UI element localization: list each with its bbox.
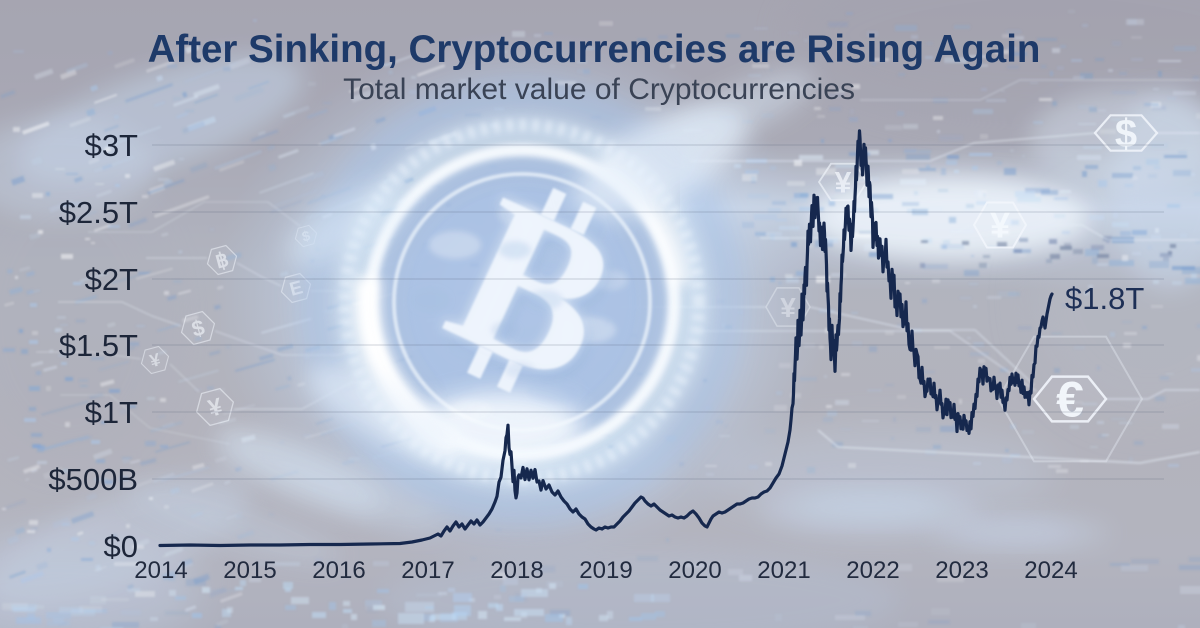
svg-text:$2T: $2T — [85, 262, 138, 297]
svg-text:2024: 2024 — [1024, 557, 1077, 584]
svg-text:$1T: $1T — [85, 395, 138, 430]
svg-text:2019: 2019 — [579, 557, 632, 584]
svg-text:$3T: $3T — [85, 128, 138, 163]
svg-text:$1.8T: $1.8T — [1065, 281, 1144, 316]
svg-text:2020: 2020 — [668, 557, 721, 584]
svg-text:$0: $0 — [104, 529, 138, 564]
svg-text:2014: 2014 — [134, 557, 187, 584]
svg-text:$1.5T: $1.5T — [59, 328, 138, 363]
svg-text:2018: 2018 — [490, 557, 543, 584]
svg-text:2023: 2023 — [935, 557, 988, 584]
svg-text:$2.5T: $2.5T — [59, 195, 138, 230]
svg-text:$500B: $500B — [48, 462, 138, 497]
svg-text:2017: 2017 — [401, 557, 454, 584]
svg-text:After Sinking, Cryptocurrencie: After Sinking, Cryptocurrencies are Risi… — [148, 28, 1041, 71]
svg-text:2015: 2015 — [223, 557, 276, 584]
svg-text:2022: 2022 — [846, 557, 899, 584]
svg-text:Total market value of Cryptocu: Total market value of Cryptocurrencies — [343, 73, 855, 106]
svg-text:2021: 2021 — [757, 557, 810, 584]
svg-text:2016: 2016 — [312, 557, 365, 584]
